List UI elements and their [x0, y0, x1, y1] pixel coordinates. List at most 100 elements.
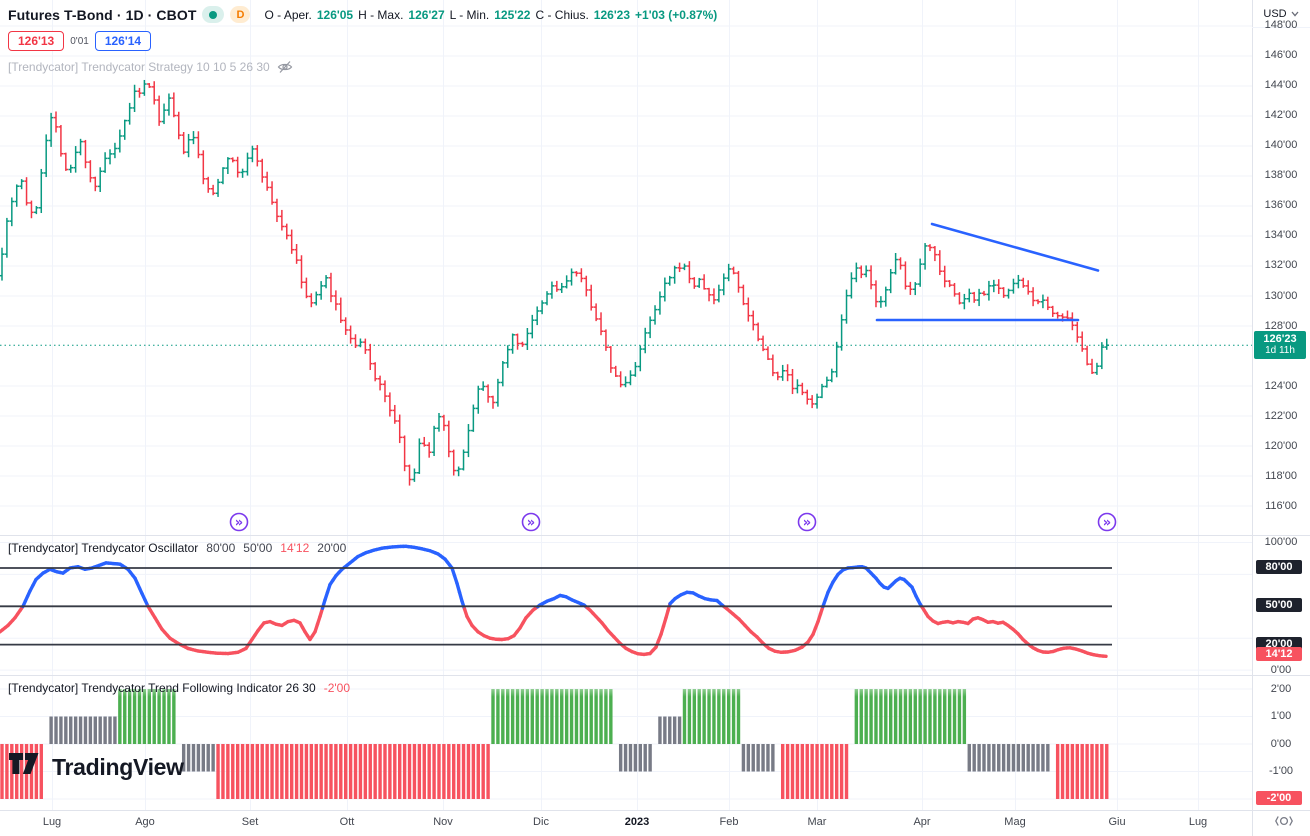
ohlc-bar — [338, 297, 344, 323]
svg-text:»: » — [235, 516, 243, 531]
buy-ask-button[interactable]: 126'14 — [94, 31, 152, 51]
replay-marker-icon[interactable]: » — [1097, 512, 1117, 532]
ohlc-bar — [588, 284, 594, 311]
bar-countdown: 1d 11h — [1265, 345, 1295, 357]
change-value: +1'03 (+0.87%) — [635, 7, 718, 22]
replay-marker-icon[interactable]: » — [521, 512, 541, 532]
price-axis-label: 122'00 — [1264, 409, 1298, 422]
ohlc-bar — [809, 395, 815, 409]
ohlc-bar — [662, 277, 668, 302]
ohlc-bar — [29, 200, 34, 219]
price-axis-label: 136'00 — [1264, 199, 1298, 212]
ohlc-bar — [264, 171, 270, 191]
open-value: 126'05 — [316, 7, 354, 22]
ohlc-bar — [667, 275, 673, 286]
ohlc-bar — [367, 343, 373, 370]
price-axis[interactable]: USD 148'00 146'00 144'00 142'00 140'00 138'00… — [1252, 0, 1310, 836]
ohlc-bar — [1089, 358, 1095, 375]
ohlc-bar — [34, 206, 39, 215]
ohlc-bar — [466, 424, 471, 458]
ohlc-bar — [785, 364, 790, 382]
svg-text:»: » — [803, 516, 811, 531]
ohlc-bar — [564, 275, 569, 289]
settings-icon — [1275, 816, 1293, 826]
delayed-data-badge[interactable]: D — [230, 6, 251, 23]
oscillator-axis-label: 100'00 — [1264, 535, 1298, 548]
ohlc-bar — [78, 138, 83, 156]
tradingview-watermark[interactable]: TradingView — [8, 752, 184, 782]
ohlc-bar — [731, 266, 736, 275]
ohlc-bar — [323, 275, 329, 289]
market-status-pill[interactable] — [202, 6, 225, 23]
trend-indicator-legend-row: [Trendycator] Trendycator Trend Followin… — [8, 681, 350, 695]
ohlc-bar — [775, 371, 781, 381]
indicator-axis-label: -1'00 — [1268, 765, 1294, 777]
ohlc-bar — [475, 385, 481, 414]
ohlc-bar — [957, 292, 962, 305]
currency-selector[interactable]: USD — [1252, 0, 1310, 27]
ohlc-bar — [638, 345, 643, 372]
ohlc-bar — [515, 333, 520, 350]
trendline[interactable] — [930, 222, 1100, 272]
ohlc-bar — [736, 270, 741, 293]
ohlc-bar — [205, 176, 211, 193]
ohlc-bar — [996, 279, 1002, 294]
symbol-title[interactable]: Futures T-Bond · 1D · CBOT — [8, 6, 197, 23]
replay-marker-icon[interactable]: » — [229, 512, 249, 532]
ohlc-bar — [888, 268, 894, 294]
ohlc-legend: O - Aper. 126'05 H - Max. 126'27 L - Min… — [264, 8, 717, 22]
ohlc-bar — [814, 393, 820, 409]
ohlc-bar — [593, 303, 599, 322]
timezone-settings-button[interactable] — [1274, 812, 1294, 835]
ohlc-bar — [259, 158, 265, 183]
ohlc-bar — [628, 370, 633, 386]
ohlc-bar — [387, 392, 393, 417]
ohlc-bar — [377, 375, 383, 391]
time-axis-month-label: Lug — [42, 816, 62, 828]
svg-text:»: » — [1103, 516, 1111, 531]
sell-bid-button[interactable]: 126'13 — [8, 31, 65, 51]
svg-text:»: » — [527, 516, 535, 531]
ohlc-bar — [245, 152, 250, 176]
ohlc-bar — [269, 181, 275, 205]
ohlc-bar — [289, 229, 294, 254]
time-axis-month-label: Nov — [433, 816, 453, 828]
ohlc-bar — [318, 281, 324, 300]
ohlc-bar — [854, 262, 859, 283]
ohlc-bar — [741, 284, 746, 306]
ohlc-bar — [657, 291, 663, 315]
ohlc-bar — [181, 132, 186, 155]
ohlc-bar — [358, 338, 363, 348]
ohlc-bar — [88, 160, 93, 183]
time-axis-month-label: Ago — [135, 816, 155, 828]
ohlc-bar — [333, 290, 339, 311]
ohlc-bar — [692, 277, 697, 289]
ohlc-bar — [549, 281, 555, 299]
ohlc-bar — [240, 168, 245, 178]
market-open-dot-icon — [209, 10, 218, 19]
time-axis-month-label: Apr — [913, 816, 931, 828]
price-bars-series — [0, 79, 1110, 486]
ohlc-bar — [284, 223, 290, 240]
ohlc-bar — [755, 322, 761, 342]
ohlc-bar — [1020, 277, 1026, 288]
ohlc-bar — [176, 111, 182, 140]
ohlc-bar — [613, 365, 619, 377]
ohlc-bar — [201, 150, 206, 185]
ohlc-bar — [1030, 287, 1036, 307]
replay-marker-icon[interactable]: » — [797, 512, 817, 532]
oscillator-legend-title: [Trendycator] Trendycator Oscillator — [8, 541, 199, 555]
ohlc-bar — [397, 414, 403, 444]
ohlc-bar — [976, 288, 982, 307]
ohlc-bar — [294, 244, 299, 264]
ohlc-bar — [795, 379, 800, 394]
oscillator-legend-value: 50'00 — [243, 541, 273, 555]
price-axis-label: 128'00 — [1264, 319, 1298, 332]
eye-off-icon[interactable] — [277, 59, 293, 75]
ohlc-bar — [574, 271, 579, 277]
ohlc-bar — [1050, 305, 1056, 317]
ohlc-bar — [780, 364, 785, 381]
ohlc-bar — [500, 361, 506, 387]
